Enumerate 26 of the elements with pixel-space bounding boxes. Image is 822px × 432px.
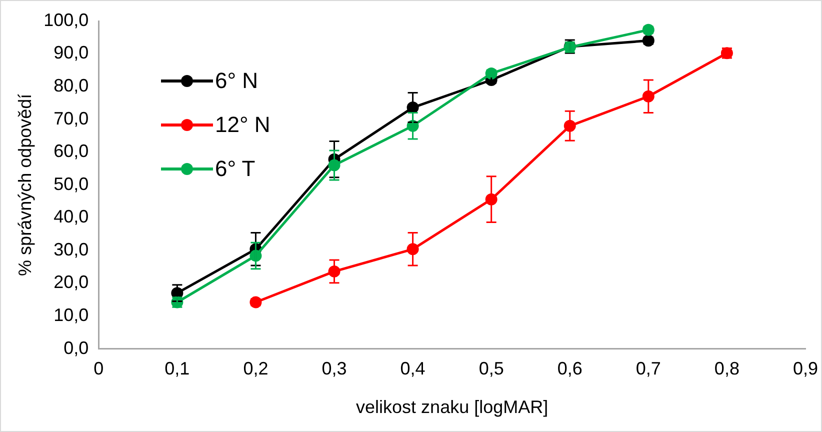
legend-label: 6° T — [215, 156, 256, 182]
y-tick-label: 90,0 — [54, 42, 89, 63]
x-tick-label: 0,2 — [243, 358, 268, 379]
y-tick-label: 40,0 — [54, 206, 89, 227]
legend-label: 6° N — [215, 68, 258, 94]
x-axis-title: velikost znaku [logMAR] — [356, 397, 548, 418]
x-tick-label: 0,5 — [478, 358, 504, 379]
y-tick-label: 30,0 — [54, 239, 89, 260]
y-tick-label: 20,0 — [54, 272, 89, 292]
x-tick-label: 0 — [94, 358, 104, 379]
y-tick-label: 10,0 — [54, 304, 89, 325]
x-tick-label: 0,6 — [557, 358, 582, 379]
y-tick-label: 100,0 — [44, 10, 89, 30]
x-tick-label: 0,8 — [714, 358, 740, 379]
y-axis-title: % správných odpovědí — [14, 94, 35, 276]
y-tick-label: 70,0 — [54, 108, 89, 128]
x-tick-label: 0,7 — [636, 358, 661, 379]
y-tick-label: 80,0 — [54, 76, 89, 96]
y-tick-label: 50,0 — [54, 174, 89, 194]
y-tick-label: 60,0 — [54, 141, 89, 162]
legend-label: 12° N — [215, 112, 270, 138]
x-tick-label: 0,3 — [322, 358, 347, 379]
x-tick-label: 0,9 — [792, 358, 818, 379]
y-tick-label: 0,0 — [64, 338, 89, 358]
x-tick-label: 0,4 — [400, 358, 426, 379]
x-tick-label: 0,1 — [164, 358, 190, 379]
